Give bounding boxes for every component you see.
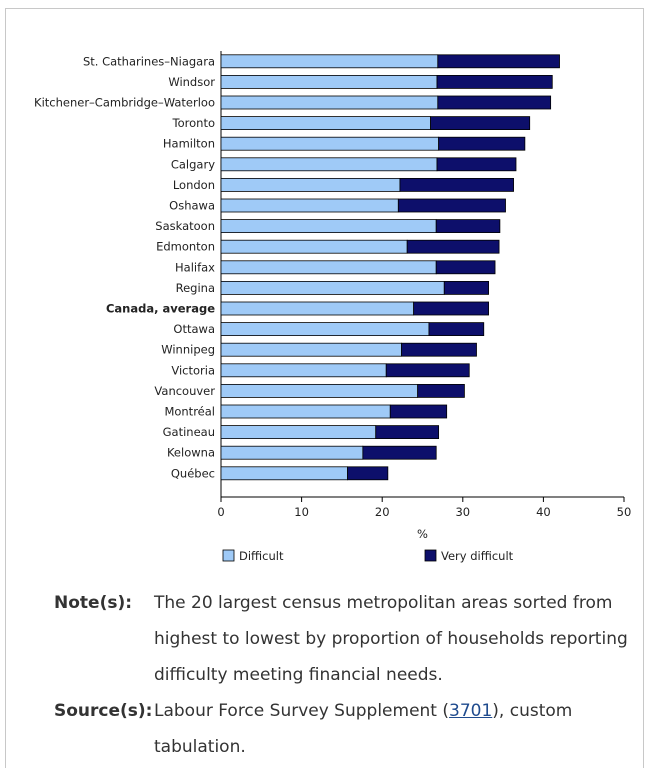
notes-section: Note(s): The 20 largest census metropoli…: [54, 585, 634, 765]
legend-label: Very difficult: [441, 549, 514, 563]
category-label: Oshawa: [169, 199, 215, 213]
bar-very-difficult: [436, 75, 553, 89]
bar-very-difficult: [406, 239, 500, 254]
bar-difficult: [220, 54, 439, 69]
bar-difficult: [220, 363, 387, 378]
bar-difficult: [220, 383, 419, 398]
category-label: Hamilton: [163, 137, 215, 151]
bar-difficult: [220, 198, 399, 213]
category-label: Canada, average: [106, 302, 215, 316]
legend-swatch: [424, 549, 437, 562]
category-label: Regina: [176, 281, 215, 295]
bar-very-difficult: [347, 466, 389, 481]
note-text: The 20 largest census metropolitan areas…: [154, 593, 628, 685]
source-row: Source(s): Labour Force Survey Supplemen…: [54, 693, 634, 765]
category-label: London: [173, 178, 215, 192]
bar-very-difficult: [385, 363, 470, 378]
bar-difficult: [220, 404, 391, 419]
bar-difficult: [220, 177, 401, 192]
bar-difficult: [220, 136, 440, 151]
bar-very-difficult: [362, 445, 437, 460]
category-label: Québec: [171, 466, 215, 480]
x-tick-label: 20: [375, 505, 390, 519]
category-label: Gatineau: [163, 425, 215, 439]
x-tick-label: 40: [536, 505, 551, 519]
bar-difficult: [220, 445, 364, 460]
legend-swatch: [222, 549, 235, 562]
category-label: Victoria: [171, 363, 215, 377]
source-label: Source(s):: [54, 701, 153, 721]
bar-very-difficult: [435, 260, 496, 275]
category-label: St. Catharines–Niagara: [83, 54, 215, 68]
bar-chart: St. Catharines–Niagara Windsor Kitchener–C…: [34, 51, 632, 563]
bar-difficult: [220, 301, 415, 316]
chart-panel: St. Catharines–Niagara Windsor Kitchener–C…: [5, 8, 644, 768]
bar-very-difficult: [438, 136, 526, 151]
category-label: Halifax: [175, 260, 215, 274]
bar-very-difficult: [437, 54, 560, 69]
bar-very-difficult: [401, 342, 477, 357]
source-table-link[interactable]: 3701: [449, 701, 493, 721]
category-label: Edmonton: [156, 240, 215, 254]
legend-label: Difficult: [239, 549, 284, 563]
bar-very-difficult: [417, 383, 465, 398]
bar-difficult: [220, 239, 408, 254]
bar-difficult: [220, 157, 438, 172]
bar-difficult: [220, 116, 431, 130]
source-text: Labour Force Survey Supplement (3701), c…: [154, 693, 634, 765]
x-tick-label: 50: [617, 505, 632, 519]
category-label: Kelowna: [167, 446, 215, 460]
source-prefix: Labour Force Survey Supplement (: [154, 701, 450, 721]
category-label: Calgary: [171, 157, 215, 171]
bar-difficult: [220, 280, 445, 295]
x-tick-label: 10: [294, 505, 309, 519]
note-row: Note(s): The 20 largest census metropoli…: [54, 585, 634, 693]
bar-difficult: [220, 425, 377, 440]
bar-difficult: [220, 95, 439, 110]
bar-very-difficult: [443, 280, 489, 295]
bar-difficult: [220, 466, 348, 481]
bar-very-difficult: [375, 425, 440, 440]
bar-very-difficult: [437, 95, 552, 110]
category-label: Winnipeg: [161, 343, 215, 357]
bar-very-difficult: [435, 219, 501, 234]
bar-very-difficult: [413, 301, 489, 316]
bar-very-difficult: [436, 157, 517, 172]
bar-very-difficult: [430, 116, 531, 130]
category-label: Montréal: [164, 405, 215, 419]
bar-difficult: [220, 322, 430, 337]
bar-difficult: [220, 219, 437, 234]
category-label: Toronto: [172, 116, 215, 130]
category-label: Saskatoon: [155, 219, 215, 233]
bar-very-difficult: [397, 198, 506, 213]
note-label: Note(s):: [54, 593, 133, 613]
bar-very-difficult: [399, 177, 514, 192]
category-label: Windsor: [168, 75, 215, 89]
bar-difficult: [220, 342, 402, 357]
category-label: Vancouver: [154, 384, 215, 398]
category-label: Kitchener–Cambridge–Waterloo: [34, 96, 215, 110]
source-suffix: ), custom tabulation.: [154, 701, 573, 757]
bar-very-difficult: [389, 404, 448, 419]
x-axis-label: %: [417, 527, 428, 541]
category-label: Ottawa: [173, 322, 215, 336]
bar-difficult: [220, 75, 438, 89]
bar-difficult: [220, 260, 437, 275]
x-tick-label: 30: [455, 505, 470, 519]
bar-very-difficult: [428, 322, 485, 337]
x-tick-label: 0: [217, 505, 224, 519]
